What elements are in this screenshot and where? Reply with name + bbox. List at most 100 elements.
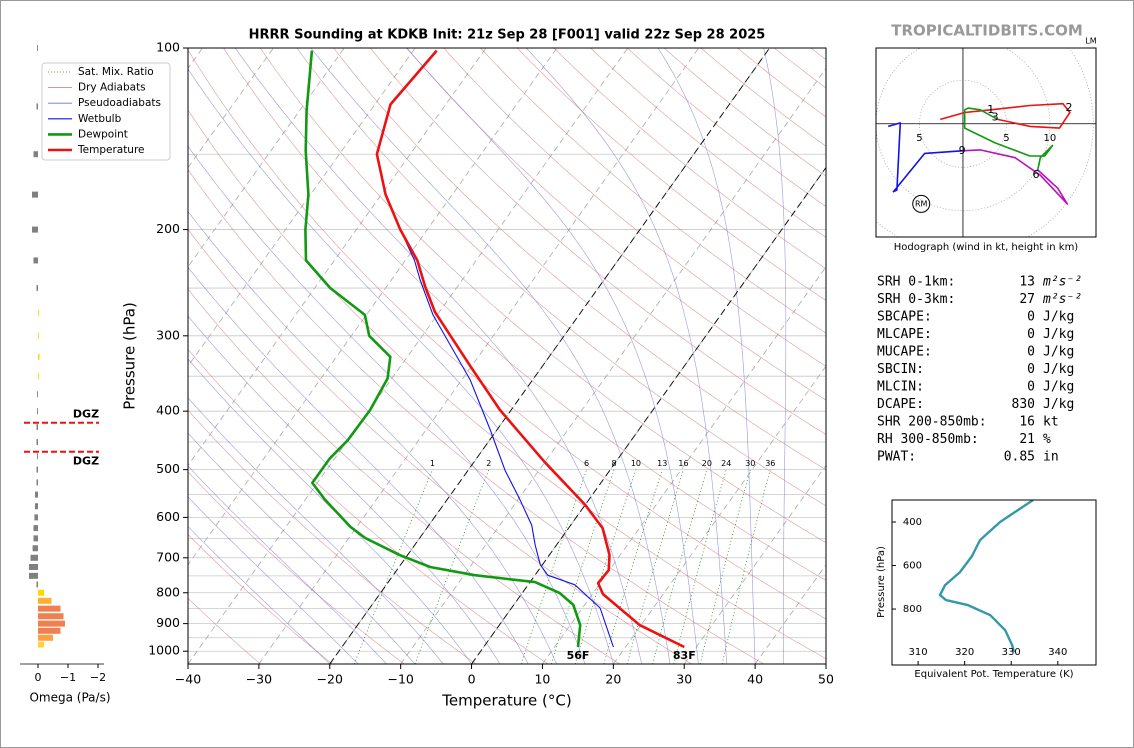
mixing-ratio-line: [521, 469, 587, 664]
highlight-isotherm: [329, 48, 770, 664]
index-unit: J/kg: [1043, 362, 1074, 377]
dry-adiabat: [333, 48, 826, 471]
index-unit: J/kg: [1043, 397, 1074, 412]
omega-bar: [33, 525, 38, 532]
pseudoadiabat: [188, 465, 387, 664]
index-value: 0: [1027, 345, 1035, 360]
pseudoadiabat: [406, 48, 699, 664]
index-unit: J/kg: [1043, 380, 1074, 395]
x-tick-label: −30: [246, 672, 272, 687]
index-value: 0.85: [1004, 450, 1035, 465]
omega-bar: [38, 634, 53, 641]
index-label: MUCAPE:: [877, 345, 932, 360]
x-tick-label: 10: [534, 672, 550, 687]
hodograph-frame: [875, 47, 1097, 238]
storm-motion-label: RM: [915, 199, 928, 208]
hodograph-height-label: 1: [987, 103, 994, 116]
mixing-ratio-line: [550, 469, 615, 664]
omega-bar: [33, 257, 38, 264]
omega-bar: [29, 572, 38, 579]
isotherm: [188, 48, 629, 664]
mixing-ratio-line: [626, 469, 684, 664]
omega-bar: [38, 627, 61, 634]
y-tick-label: 600: [156, 509, 180, 524]
dgz-label: DGZ: [73, 408, 99, 421]
mixing-ratio-line: [673, 469, 727, 664]
dry-adiabat: [188, 49, 826, 620]
dry-adiabat: [406, 48, 826, 401]
legend-label: Dry Adiabats: [78, 82, 146, 94]
isotherm: [188, 48, 487, 467]
y-tick-label: 200: [156, 221, 180, 236]
omega-bar: [37, 453, 38, 460]
legend-label: Wetbulb: [78, 113, 122, 125]
legend-label: Dewpoint: [78, 128, 128, 140]
legend-label: Sat. Mix. Ratio: [78, 66, 154, 78]
pseudoadiabat: [188, 432, 416, 664]
x-tick-label: 40: [747, 672, 763, 687]
omega-bar: [38, 613, 64, 620]
y-tick-label: 900: [156, 615, 180, 630]
x-tick-label: 0: [468, 672, 476, 687]
omega-bar: [36, 285, 38, 292]
index-unit: J/kg: [1043, 327, 1074, 342]
mixing-ratio-line: [721, 469, 771, 664]
omega-bar: [37, 45, 38, 51]
pseudoadiabat: [188, 211, 557, 664]
pseudoadiabat: [188, 397, 444, 664]
pseudoadiabat: [657, 48, 756, 664]
omega-x-tick-label: 0: [35, 671, 42, 684]
dry-adiabat: [516, 48, 826, 301]
thetae-y-tick-label: 600: [903, 561, 922, 572]
omega-bar: [36, 466, 38, 473]
thetae-x-label: Equivalent Pot. Temperature (K): [914, 669, 1073, 680]
pseudoadiabat: [188, 315, 501, 664]
omega-bar: [34, 514, 38, 521]
mixing-ratio-label: 2: [486, 459, 491, 468]
legend-label: Pseudoadiabats: [78, 97, 161, 109]
dry-adiabat: [188, 409, 477, 664]
omega-bar: [32, 191, 38, 198]
omega-bar: [38, 373, 39, 380]
mixing-ratio-label: 13: [657, 459, 667, 468]
hodograph-height-label: 6: [1033, 168, 1040, 181]
skewt-frame: [187, 47, 827, 665]
index-value: 0: [1027, 380, 1035, 395]
hodograph-trace: [887, 122, 963, 193]
legend-box: [41, 62, 171, 161]
dry-adiabat: [370, 48, 826, 435]
index-label: SRH 0-3km:: [877, 292, 955, 307]
profile-line: [304, 50, 582, 648]
omega-bar: [38, 310, 39, 317]
index-label: RH 300-850mb:: [877, 432, 979, 447]
chart-title: HRRR Sounding at KDKB Init: 21z Sep 28 […: [249, 28, 766, 43]
omega-bar: [38, 620, 65, 627]
omega-bar: [36, 424, 38, 431]
mixing-ratio-label: 20: [702, 459, 712, 468]
omega-x-tick-label: −2: [90, 671, 106, 684]
isotherm: [188, 48, 558, 566]
mixing-ratio-line: [652, 469, 708, 664]
dry-adiabat: [443, 48, 826, 367]
omega-bar: [33, 151, 38, 158]
pseudoadiabat: [310, 48, 671, 664]
thetae-y-tick-label: 400: [903, 517, 922, 528]
hodograph-height-label: 9: [959, 144, 966, 157]
dry-adiabat: [296, 48, 826, 507]
storm-motion-marker: [912, 194, 931, 213]
index-value: 830: [1012, 397, 1035, 412]
isotherm: [188, 48, 416, 367]
omega-bar: [35, 491, 38, 498]
mixing-ratio-line: [699, 469, 751, 664]
mixing-ratio-label: 36: [765, 459, 775, 468]
isotherm: [188, 48, 274, 169]
y-tick-label: 800: [156, 584, 180, 599]
x-tick-label: 30: [676, 672, 692, 687]
thetae-y-label: Pressure (hPa): [876, 546, 887, 618]
hodograph-ring-label: 5: [916, 133, 922, 144]
index-label: SBCAPE:: [877, 310, 932, 325]
mixing-ratio-label: 1: [430, 459, 435, 468]
omega-bar: [36, 479, 38, 486]
omega-bar: [30, 554, 38, 561]
y-axis-label: Pressure (hPa): [121, 302, 139, 410]
